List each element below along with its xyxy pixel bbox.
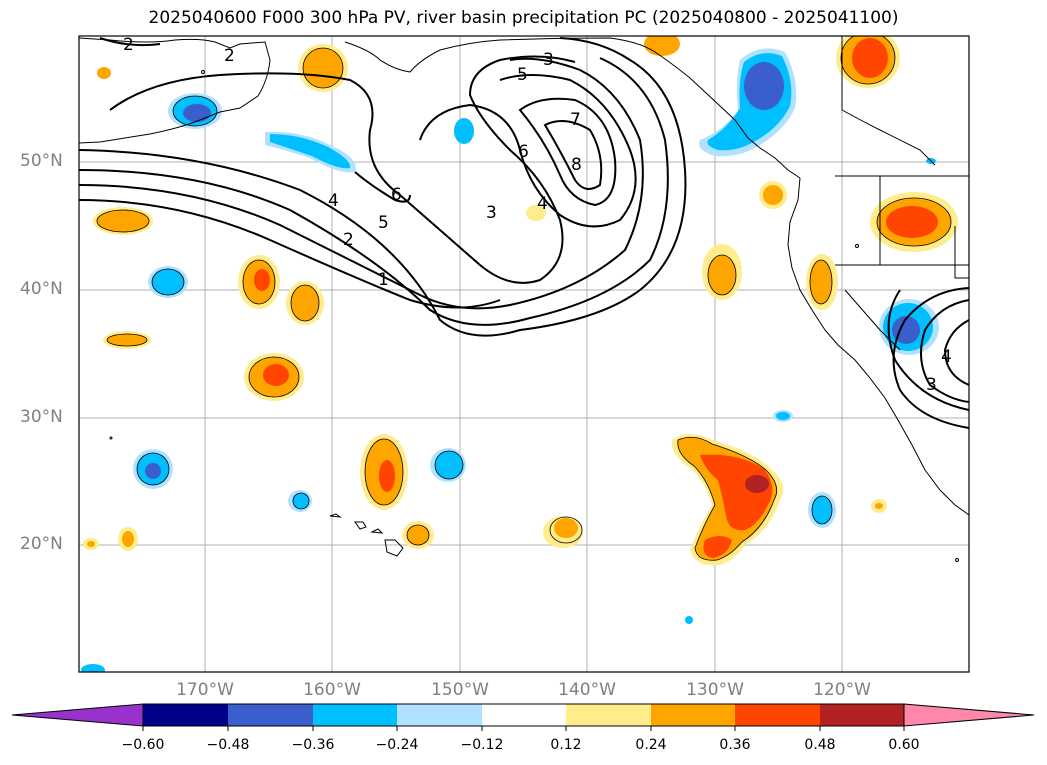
colorbar-tick-label: 0.12 (550, 737, 582, 753)
lon-label: 170°W (176, 680, 234, 700)
map-title: 2025040600 F000 300 hPa PV, river basin … (148, 8, 899, 28)
colorbar-tick-label: −0.48 (206, 737, 250, 753)
colorbar-bin (143, 704, 228, 726)
gridlines (79, 36, 969, 672)
pv-label: 2 (224, 46, 235, 66)
precip-negative-blobs (81, 48, 939, 672)
lon-label: 130°W (686, 680, 744, 700)
pv-label: 3 (486, 203, 497, 223)
colorbar-over-triangle (903, 703, 1035, 727)
colorbar-bin (820, 704, 904, 726)
colorbar-tick-label: 0.24 (635, 737, 667, 753)
pv-contour-labels: 1 2 2 3 3 4 4 5 5 6 6 7 8 2 3 4 (123, 35, 952, 395)
colorbar-bin (397, 704, 482, 726)
lon-label: 160°W (303, 680, 361, 700)
colorbar-bin (228, 704, 313, 726)
coastlines (79, 36, 969, 562)
colorbar-tick-label: −0.36 (291, 737, 335, 753)
colorbar-bin (313, 704, 397, 726)
colorbar-bin (651, 704, 735, 726)
pv-label: 2 (123, 35, 134, 55)
lon-label: 120°W (813, 680, 871, 700)
lat-label: 30°N (20, 407, 63, 427)
lat-label: 40°N (20, 279, 63, 299)
colorbar-under-triangle (11, 703, 144, 727)
map-frame (78, 35, 970, 673)
colorbar-tick-label: 0.36 (719, 737, 751, 753)
pv-label: 1 (378, 270, 389, 290)
lat-label: 20°N (20, 534, 63, 554)
pv-label: 7 (570, 110, 581, 130)
colorbar-tick-label: 0.48 (804, 737, 836, 753)
colorbar-tick-label: 0.60 (888, 737, 920, 753)
pv-label: 4 (328, 191, 339, 211)
map-content: 1 2 2 3 3 4 4 5 5 6 6 7 8 2 3 4 (79, 35, 969, 672)
pv-label: 5 (517, 65, 528, 85)
pv-label: 6 (518, 142, 529, 162)
pv-label: 4 (537, 194, 548, 214)
pv-label: 6 (391, 185, 402, 205)
colorbar-bin (566, 704, 651, 726)
colorbar-tick-label: −0.60 (121, 737, 165, 753)
colorbar (11, 703, 1035, 731)
colorbar-bin (735, 704, 820, 726)
pv-label: 2 (343, 230, 354, 250)
precip-outlines (96, 36, 952, 561)
colorbar-tick-label: −0.12 (460, 737, 504, 753)
pv-label: 3 (543, 50, 554, 70)
pv-label: 5 (378, 213, 389, 233)
colorbar-bin (482, 704, 566, 726)
colorbar-tick-label: −0.24 (375, 737, 419, 753)
pv-label: 8 (571, 155, 582, 175)
pv-label: 4 (941, 347, 952, 367)
pv-label: 3 (926, 375, 937, 395)
pv-contours (79, 37, 969, 429)
lon-label: 150°W (431, 680, 489, 700)
lat-label: 50°N (20, 151, 63, 171)
lon-label: 140°W (558, 680, 616, 700)
